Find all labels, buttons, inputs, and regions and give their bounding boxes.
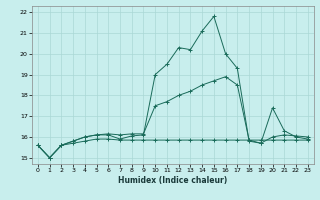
X-axis label: Humidex (Indice chaleur): Humidex (Indice chaleur) — [118, 176, 228, 185]
